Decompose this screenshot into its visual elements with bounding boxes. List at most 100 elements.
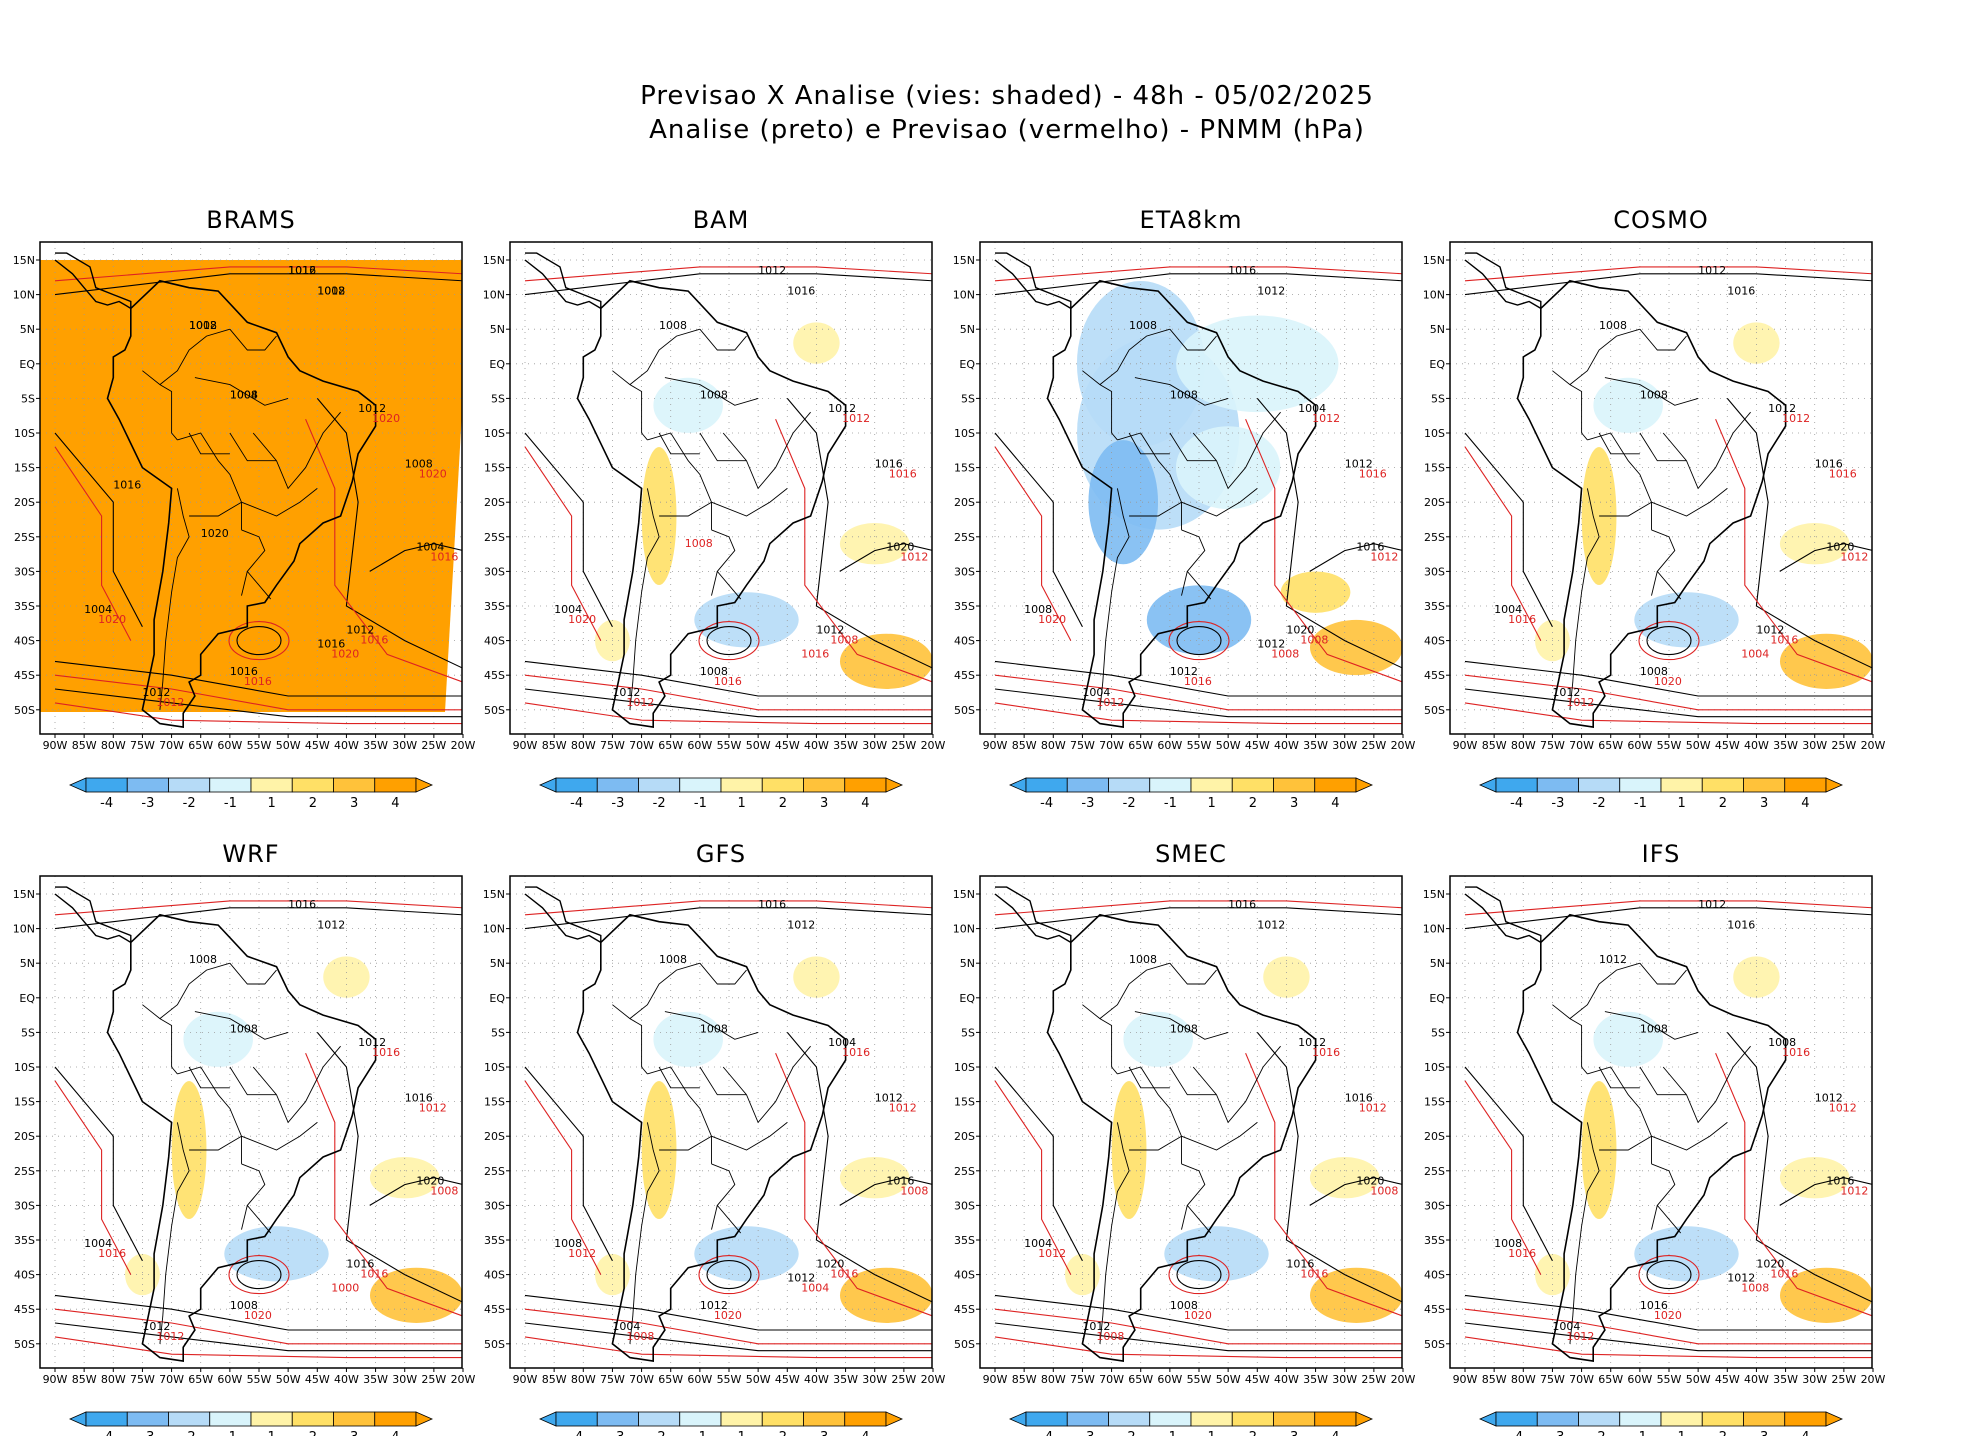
lat-label: 15N <box>953 254 975 267</box>
analysis-contour <box>524 660 932 697</box>
country-border <box>1117 432 1182 530</box>
colorbar-segment <box>555 777 598 793</box>
colorbar-label: 2 <box>779 1430 787 1436</box>
forecast-label: 1016 <box>360 1268 388 1281</box>
lat-label: 50S <box>954 704 975 717</box>
forecast-contour <box>524 674 932 711</box>
analysis-label: 1016 <box>886 1175 914 1188</box>
forecast-contour <box>1715 418 1872 683</box>
colorbar-arrow-low <box>539 1411 557 1427</box>
forecast-contour <box>994 446 1072 641</box>
country-border <box>229 1066 277 1096</box>
lat-label: 15S <box>484 1096 505 1109</box>
colorbar-label: -2 <box>1123 1430 1136 1436</box>
analysis-label: 1016 <box>288 898 316 911</box>
country-border <box>1082 1004 1118 1075</box>
forecast-label: 1016 <box>1770 1268 1798 1281</box>
bias-shading <box>1733 956 1780 998</box>
lat-label: 15S <box>1424 462 1445 475</box>
country-border <box>699 1066 747 1096</box>
lat-label: 15S <box>1424 1096 1445 1109</box>
country-border <box>188 432 230 455</box>
colorbar-segment <box>803 1411 846 1427</box>
lat-label: 15N <box>483 888 505 901</box>
lat-label: 45S <box>954 1303 975 1316</box>
lat-label: 35S <box>484 600 505 613</box>
lat-label: 30S <box>14 1199 35 1212</box>
country-border <box>1192 411 1281 490</box>
lat-label: 45S <box>484 669 505 682</box>
lon-label: 35W <box>1303 739 1328 752</box>
forecast-label: 1008 <box>626 1330 654 1343</box>
lon-label: 75W <box>1070 739 1095 752</box>
forecast-contour <box>1464 1336 1872 1359</box>
lon-label: 50W <box>1686 739 1711 752</box>
analysis-label: 1012 <box>1298 1036 1326 1049</box>
colorbar-label: 1 <box>267 1430 275 1436</box>
country-border <box>1639 962 1687 985</box>
lat-label: 30S <box>954 1199 975 1212</box>
analysis-label: 1012 <box>787 919 815 932</box>
colorbar-label: -3 <box>1081 796 1094 811</box>
country-border <box>664 1011 759 1040</box>
colorbar-segment <box>761 777 804 793</box>
map-frame <box>39 241 463 735</box>
bias-shading <box>171 1081 207 1220</box>
country-border <box>612 1004 648 1075</box>
colorbar-arrow-low <box>1009 1411 1027 1427</box>
colorbar-segment <box>1190 1411 1233 1427</box>
analysis-label: 1012 <box>828 402 856 415</box>
lon-label: 85W <box>1482 739 1507 752</box>
country-border <box>1082 370 1118 441</box>
analysis-label: 1012 <box>758 264 786 277</box>
lat-label: 25S <box>484 531 505 544</box>
analysis-label: 1020 <box>416 1175 444 1188</box>
colorbar-label: -3 <box>1551 796 1564 811</box>
bias-shading <box>1593 1011 1663 1067</box>
analysis-label: 1008 <box>230 388 258 401</box>
bias-shading <box>641 1081 677 1220</box>
colorbar: -4 -3 -2 -1 1 2 3 4 <box>69 1411 433 1436</box>
analysis-contour <box>994 688 1402 718</box>
lon-label: 90W <box>1453 1373 1478 1386</box>
colorbar: -4 -3 -2 -1 1 2 3 4 <box>539 1411 903 1436</box>
forecast-label: 1012 <box>419 1102 447 1115</box>
colorbar-label: -3 <box>141 796 154 811</box>
colorbar-segment <box>1660 777 1703 793</box>
forecast-label: 1012 <box>156 1330 184 1343</box>
map-area: 1016101210081008100410121016102010121008… <box>980 242 1402 734</box>
colorbar-segment <box>761 1411 804 1427</box>
lat-label: 10S <box>1424 427 1445 440</box>
colorbar-segment <box>803 777 846 793</box>
country-border <box>241 488 318 517</box>
forecast-contour <box>1168 621 1230 661</box>
central-america-coastline <box>994 886 1072 944</box>
analysis-label: 1012 <box>358 402 386 415</box>
colorbar-label: 2 <box>1719 1430 1727 1436</box>
colorbar-segment <box>596 777 639 793</box>
lat-label: 15S <box>484 462 505 475</box>
analysis-label: 1012 <box>700 1299 728 1312</box>
colorbar-label: 3 <box>1760 1430 1768 1436</box>
forecast-label: 1012 <box>1370 551 1398 564</box>
lon-label: 55W <box>1657 739 1682 752</box>
south-america-coastline <box>106 913 377 1363</box>
colorbar-label: 1 <box>267 796 275 811</box>
lon-label: 55W <box>1187 1373 1212 1386</box>
lon-label: 30W <box>862 1373 887 1386</box>
analysis-label: 1008 <box>1170 1022 1198 1035</box>
central-america-coastline <box>54 886 132 944</box>
map-frame <box>979 875 1403 1369</box>
analysis-contour <box>524 1322 932 1352</box>
colorbar-label: -2 <box>183 796 196 811</box>
colorbar-label: -1 <box>1634 1430 1647 1436</box>
panels: BRAMS10161012100810081012100810041012101… <box>13 206 1886 1436</box>
forecast-label: 1016 <box>1770 634 1798 647</box>
colorbar-segment <box>1743 1411 1786 1427</box>
analysis-label: 1008 <box>659 319 687 332</box>
analysis-contour <box>994 907 1402 930</box>
country-border <box>1128 1066 1170 1089</box>
forecast-label: 1016 <box>1782 1046 1810 1059</box>
country-border <box>1599 501 1652 517</box>
colorbar-arrow-low <box>539 777 557 793</box>
